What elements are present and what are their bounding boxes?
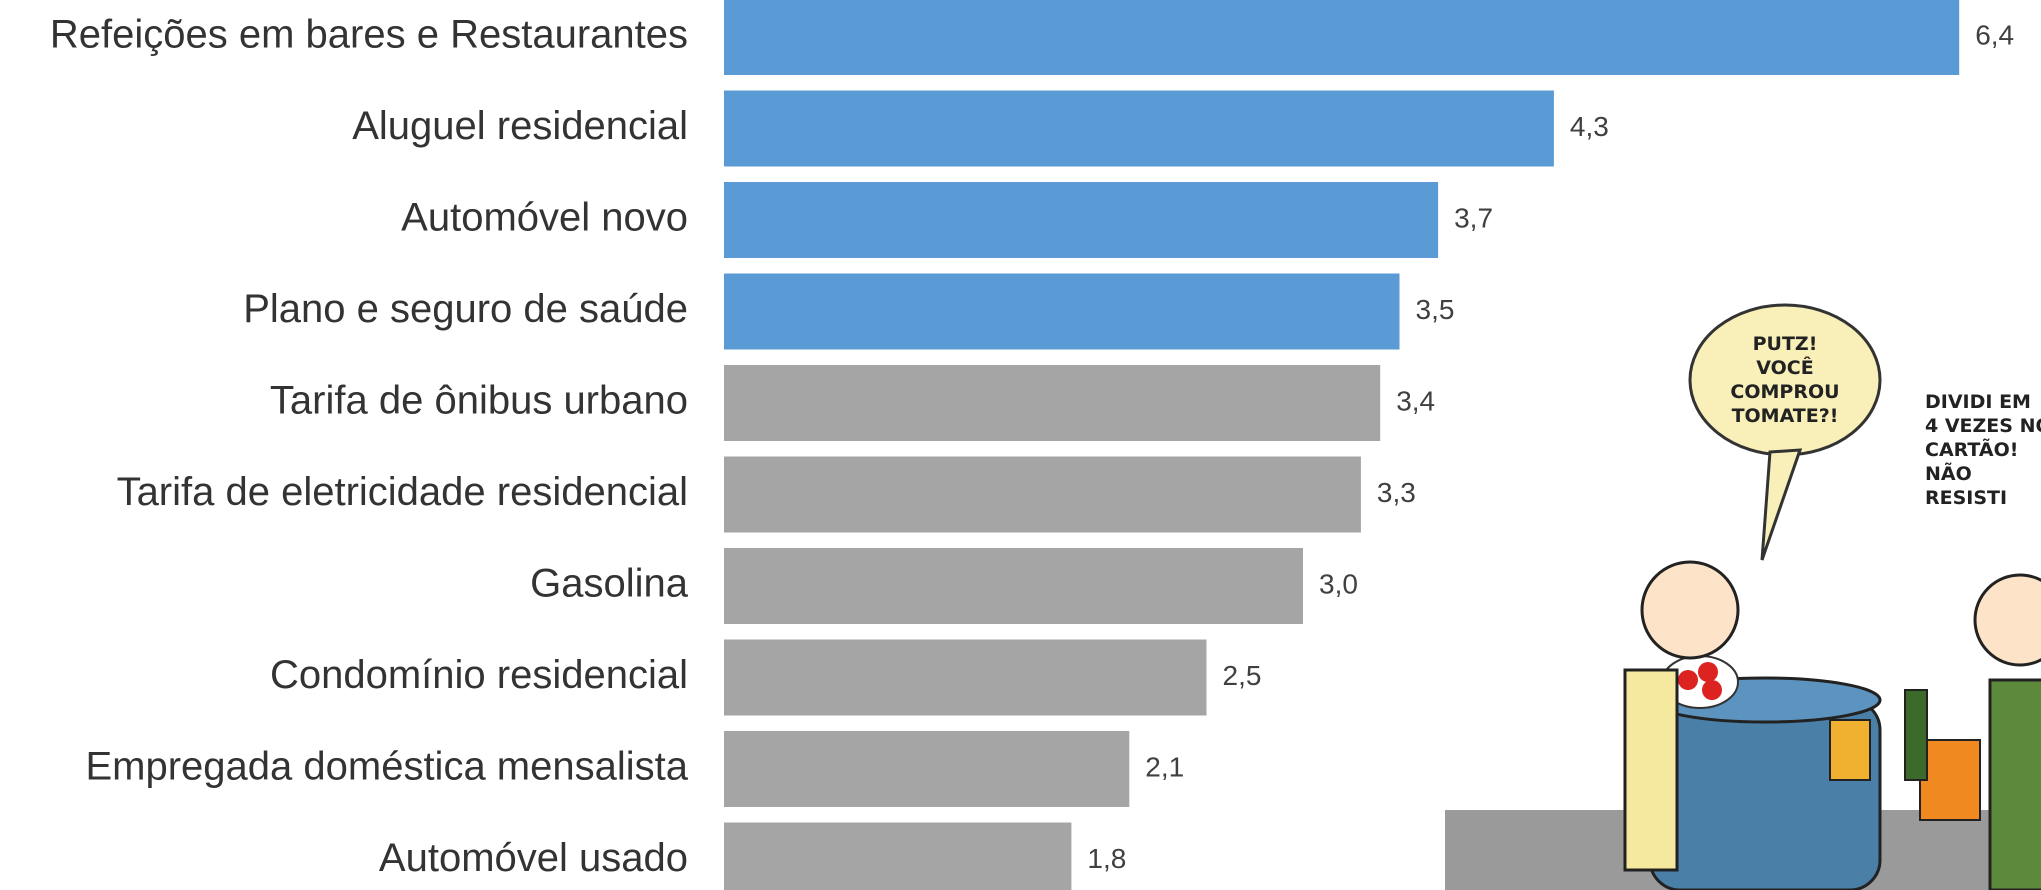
category-label: Aluguel residencial bbox=[352, 104, 688, 148]
speech-text: DIVIDI EM 4 VEZES NO CARTÃO! NÃO RESISTI bbox=[1925, 391, 2041, 509]
bar bbox=[724, 90, 1554, 167]
category-label: Plano e seguro de saúde bbox=[243, 287, 688, 331]
category-label: Automóvel usado bbox=[379, 836, 688, 880]
value-label: 1,8 bbox=[1087, 843, 1126, 874]
value-label: 3,5 bbox=[1416, 294, 1455, 325]
bar bbox=[724, 639, 1207, 716]
category-label: Tarifa de ônibus urbano bbox=[270, 379, 688, 423]
bar bbox=[724, 731, 1130, 807]
bar bbox=[724, 548, 1303, 624]
bar bbox=[724, 822, 1072, 890]
tomato bbox=[1702, 680, 1722, 700]
category-label: Condomínio residencial bbox=[270, 653, 688, 697]
value-label: 3,3 bbox=[1377, 477, 1416, 508]
person bbox=[1623, 668, 1679, 872]
category-label: Tarifa de eletricidade residencial bbox=[117, 470, 688, 514]
bar bbox=[724, 182, 1439, 258]
tomato bbox=[1678, 670, 1698, 690]
box bbox=[1829, 719, 1871, 781]
bottle bbox=[1904, 689, 1928, 781]
speech-text: PUTZ! VOCÊ COMPROU TOMATE?! bbox=[1730, 333, 1839, 427]
bar bbox=[724, 273, 1400, 350]
person-head bbox=[1973, 573, 2041, 667]
bar bbox=[724, 456, 1361, 533]
value-label: 6,4 bbox=[1975, 19, 2014, 50]
bar bbox=[724, 365, 1381, 441]
value-label: 3,0 bbox=[1319, 568, 1358, 599]
tomato bbox=[1698, 662, 1718, 682]
bubble-tail bbox=[1760, 448, 1803, 561]
value-label: 3,4 bbox=[1396, 385, 1435, 416]
category-label: Automóvel novo bbox=[401, 196, 688, 240]
category-label: Empregada doméstica mensalista bbox=[85, 745, 688, 789]
person-head bbox=[1640, 560, 1740, 660]
category-label: Gasolina bbox=[530, 562, 689, 606]
value-label: 2,1 bbox=[1145, 751, 1184, 782]
person bbox=[1988, 678, 2041, 890]
box bbox=[1919, 739, 1981, 821]
bar bbox=[724, 0, 1960, 75]
cartoon: PUTZ! VOCÊ COMPROU TOMATE?! DIVIDI EM 4 VEZE… bbox=[1445, 303, 2041, 890]
value-label: 4,3 bbox=[1570, 111, 1609, 142]
value-label: 2,5 bbox=[1223, 660, 1262, 691]
value-label: 3,7 bbox=[1454, 202, 1493, 233]
category-label: Refeições em bares e Restaurantes bbox=[50, 13, 688, 57]
